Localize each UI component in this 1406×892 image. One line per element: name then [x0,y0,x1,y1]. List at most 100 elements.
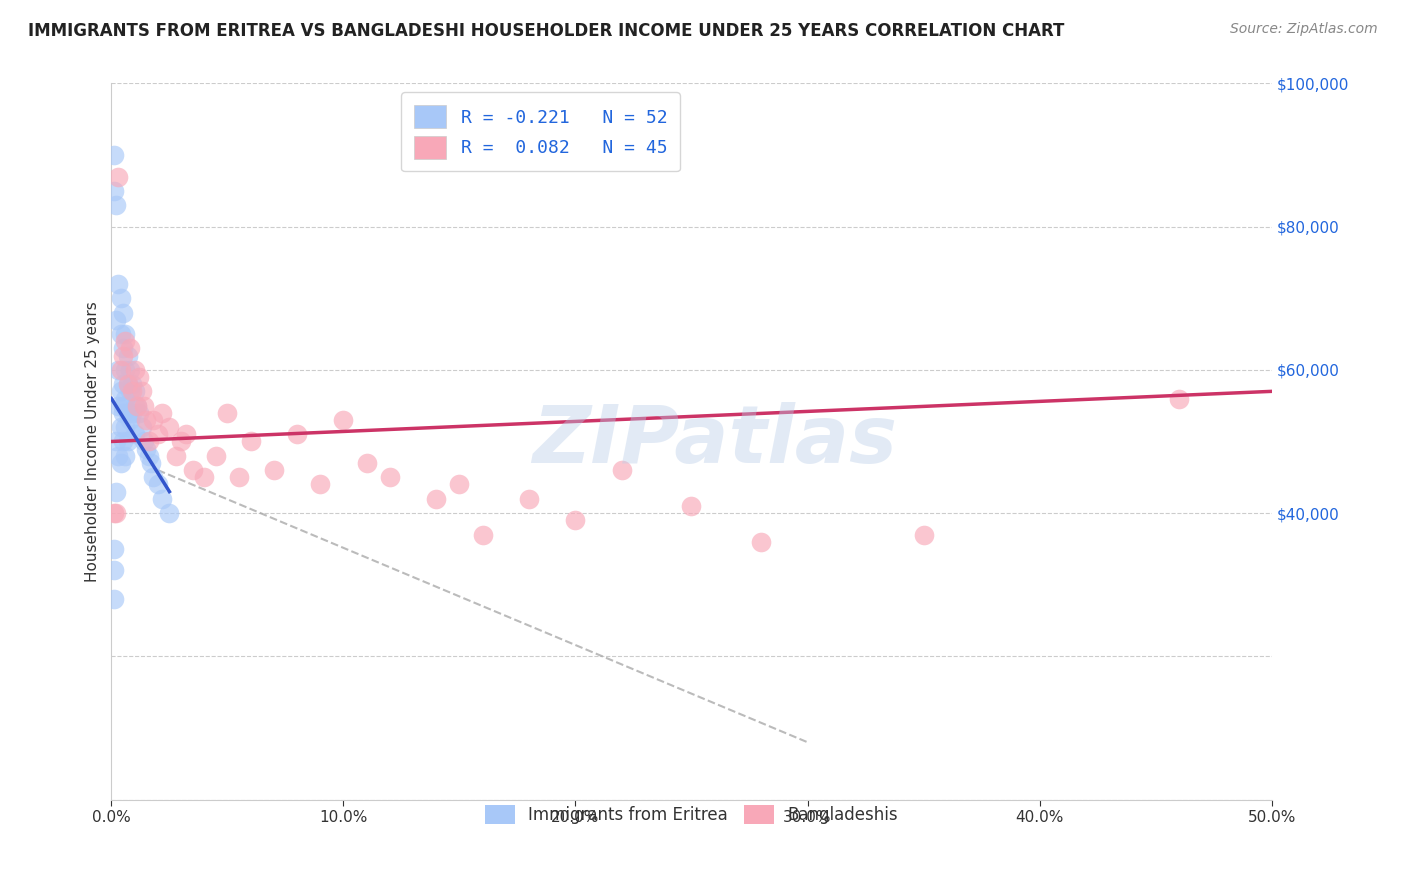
Point [564,513,586,527]
Point [117,377,139,392]
Point [121,377,143,392]
Point [121,406,143,420]
Point [110,363,132,377]
Point [107,169,129,184]
Point [356,456,378,470]
Point [114,392,136,406]
Point [471,527,494,541]
Point [449,477,471,491]
Point [131,420,153,434]
Point [111,399,134,413]
Point [378,470,401,484]
Point [193,470,215,484]
Point [124,427,146,442]
Point [110,456,132,470]
Point [131,384,153,399]
Point [114,449,136,463]
Point [132,399,155,413]
Point [111,349,134,363]
Point [105,434,128,449]
Point [1167,392,1189,406]
Point [110,384,132,399]
Point [170,434,193,449]
Point [912,527,935,541]
Y-axis label: Householder Income Under 25 years: Householder Income Under 25 years [86,301,100,582]
Point [217,406,239,420]
Point [114,327,136,342]
Point [103,541,125,556]
Point [110,420,132,434]
Point [285,427,308,442]
Point [146,477,169,491]
Point [146,427,169,442]
Point [117,349,139,363]
Point [110,327,132,342]
Point [107,363,129,377]
Point [157,506,180,520]
Point [124,363,146,377]
Point [117,377,139,392]
Point [681,499,703,513]
Point [128,370,150,384]
Point [103,184,125,198]
Point [165,449,187,463]
Point [105,484,128,499]
Point [125,399,148,413]
Point [181,463,204,477]
Point [128,406,150,420]
Text: ZIPatlas: ZIPatlas [533,402,897,481]
Point [425,491,447,506]
Point [138,449,160,463]
Point [239,434,262,449]
Point [139,456,162,470]
Point [118,413,141,427]
Point [124,399,146,413]
Point [118,384,141,399]
Point [103,148,125,162]
Point [117,406,139,420]
Point [107,449,129,463]
Point [110,291,132,305]
Point [228,470,250,484]
Point [132,434,155,449]
Point [105,312,128,326]
Point [107,399,129,413]
Legend: Immigrants from Eritrea, Bangladeshis: Immigrants from Eritrea, Bangladeshis [475,795,908,834]
Point [111,434,134,449]
Text: Source: ZipAtlas.com: Source: ZipAtlas.com [1230,22,1378,37]
Point [103,592,125,607]
Point [111,342,134,356]
Point [103,506,125,520]
Point [157,420,180,434]
Point [152,491,174,506]
Point [263,463,285,477]
Point [332,413,354,427]
Point [610,463,633,477]
Point [103,563,125,577]
Point [111,406,134,420]
Point [121,384,143,399]
Point [117,434,139,449]
Point [517,491,540,506]
Point [118,342,141,356]
Point [114,363,136,377]
Point [152,406,174,420]
Point [114,334,136,349]
Point [107,277,129,291]
Point [749,534,772,549]
Point [174,427,197,442]
Point [111,377,134,392]
Point [205,449,228,463]
Point [135,413,157,427]
Point [135,442,157,456]
Point [105,198,128,212]
Point [118,363,141,377]
Point [142,413,165,427]
Point [125,399,148,413]
Point [309,477,332,491]
Point [142,470,165,484]
Text: IMMIGRANTS FROM ERITREA VS BANGLADESHI HOUSEHOLDER INCOME UNDER 25 YEARS CORRELA: IMMIGRANTS FROM ERITREA VS BANGLADESHI H… [28,22,1064,40]
Point [138,434,160,449]
Point [111,305,134,319]
Point [114,420,136,434]
